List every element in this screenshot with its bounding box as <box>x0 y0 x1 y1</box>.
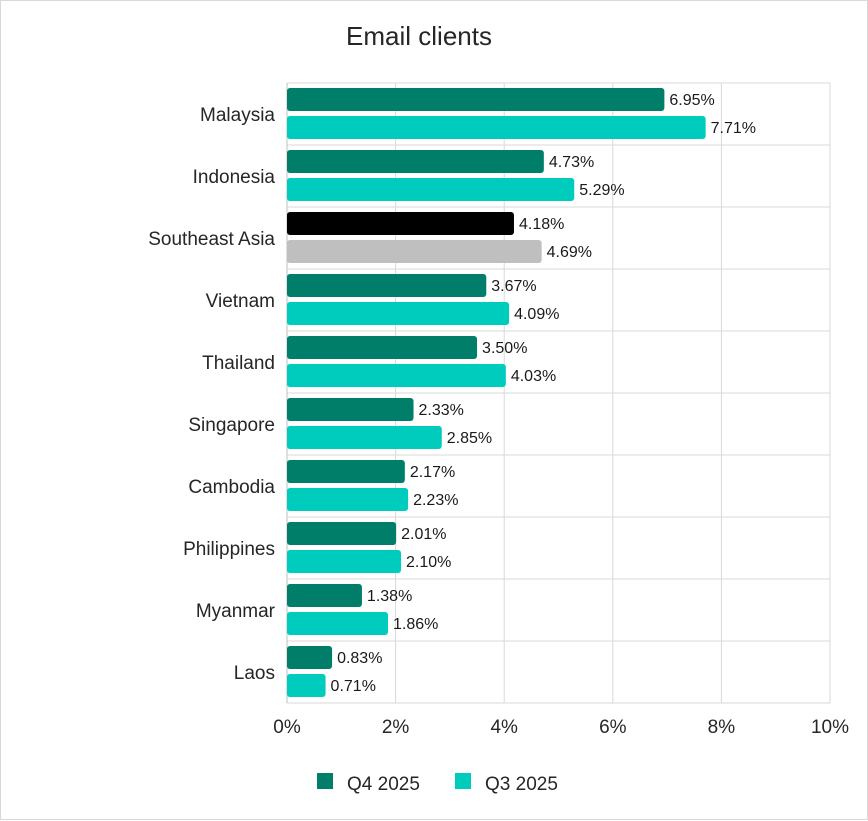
category-label: Laos <box>234 663 275 684</box>
x-tick-label: 0% <box>273 717 301 738</box>
legend-swatch-q3 <box>455 773 471 789</box>
data-label: 2.33% <box>419 402 464 419</box>
category-label: Philippines <box>183 539 275 560</box>
category-label: Myanmar <box>196 601 276 622</box>
data-label: 1.86% <box>393 616 438 633</box>
bar <box>287 584 362 607</box>
legend-label-q4: Q4 2025 <box>347 774 420 795</box>
data-label: 2.10% <box>406 554 451 571</box>
data-label: 4.03% <box>511 368 556 385</box>
data-label: 2.01% <box>401 526 446 543</box>
chart-title: Email clients <box>346 21 492 51</box>
x-tick-labels: 0% 2% 4% 6% 8% 10% <box>273 717 849 738</box>
x-tick-label: 10% <box>811 717 849 738</box>
grid-layer <box>286 82 831 704</box>
category-label: Indonesia <box>193 167 276 188</box>
bar <box>287 488 409 511</box>
data-label: 2.23% <box>413 492 458 509</box>
x-tick-label: 4% <box>490 717 518 738</box>
bar <box>287 302 510 325</box>
data-label: 2.85% <box>447 430 492 447</box>
category-label: Malaysia <box>200 105 275 126</box>
bar <box>287 274 487 297</box>
data-label: 4.73% <box>549 154 594 171</box>
data-label: 7.71% <box>711 120 756 137</box>
data-label: 1.38% <box>367 588 412 605</box>
data-label: 4.09% <box>514 306 559 323</box>
bar <box>287 674 326 697</box>
bar <box>287 460 405 483</box>
category-label: Vietnam <box>206 291 275 312</box>
bar <box>287 522 397 545</box>
bar <box>287 364 506 387</box>
bar <box>287 150 544 173</box>
bar <box>287 336 478 359</box>
data-label: 3.50% <box>482 340 527 357</box>
legend-swatch-q4 <box>317 773 333 789</box>
bar <box>287 426 442 449</box>
data-label: 6.95% <box>669 92 714 109</box>
category-label: Southeast Asia <box>148 229 275 250</box>
data-label: 4.69% <box>547 244 592 261</box>
category-labels: Malaysia Indonesia Southeast Asia Vietnam Th… <box>148 105 275 684</box>
bar <box>287 646 333 669</box>
data-label: 2.17% <box>410 464 455 481</box>
data-label: 0.83% <box>337 650 382 667</box>
x-tick-label: 2% <box>382 717 410 738</box>
bar <box>287 612 388 635</box>
bar <box>287 88 665 111</box>
category-label: Cambodia <box>188 477 275 498</box>
category-label: Thailand <box>202 353 275 374</box>
bar <box>287 116 706 139</box>
x-tick-label: 8% <box>708 717 736 738</box>
category-label: Singapore <box>188 415 275 436</box>
data-label: 5.29% <box>579 182 624 199</box>
bar <box>287 398 414 421</box>
x-tick-label: 6% <box>599 717 627 738</box>
data-label: 4.18% <box>519 216 564 233</box>
legend-label-q3: Q3 2025 <box>485 774 558 795</box>
bar <box>287 550 402 573</box>
data-label: 0.71% <box>331 678 376 695</box>
bar <box>287 178 575 201</box>
bars-layer: 6.95% 7.71% 4.73% 5.29% 4.18% 4.69% 3.67% 4.09%… <box>287 88 756 697</box>
bar <box>287 212 514 235</box>
legend: Q4 2025 Q3 2025 <box>317 773 558 795</box>
data-label: 3.67% <box>491 278 536 295</box>
bar <box>287 240 542 263</box>
